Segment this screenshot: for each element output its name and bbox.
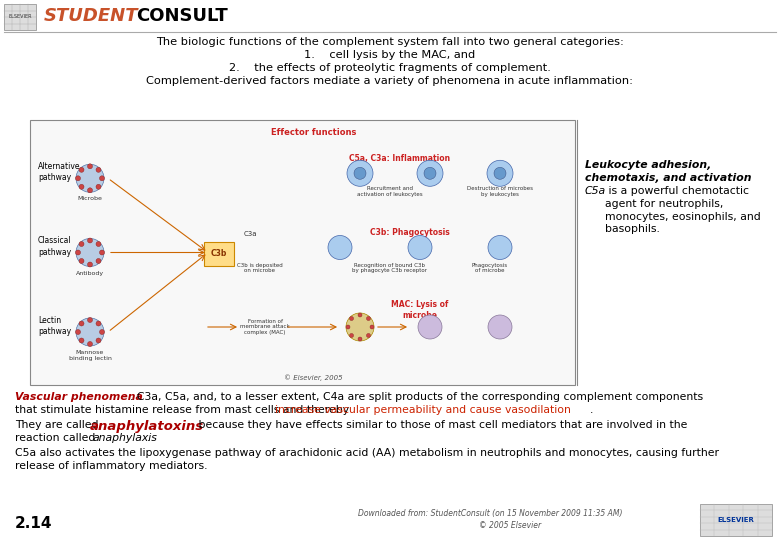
Circle shape <box>76 329 80 334</box>
Circle shape <box>494 167 506 179</box>
Text: Lectin
pathway: Lectin pathway <box>38 316 71 336</box>
Circle shape <box>418 315 442 339</box>
Circle shape <box>347 160 373 186</box>
Text: Effector functions: Effector functions <box>271 128 356 137</box>
Text: .: . <box>585 186 592 196</box>
Circle shape <box>76 250 80 255</box>
Circle shape <box>87 262 93 267</box>
FancyBboxPatch shape <box>204 241 234 266</box>
Text: © Elsevier, 2005: © Elsevier, 2005 <box>284 374 342 381</box>
Circle shape <box>358 313 362 317</box>
Text: reaction called: reaction called <box>15 433 99 443</box>
Circle shape <box>79 338 84 343</box>
Text: .: . <box>147 433 151 443</box>
Text: .: . <box>590 405 594 415</box>
Circle shape <box>367 316 370 321</box>
Text: anaphylatoxins: anaphylatoxins <box>90 420 204 433</box>
Text: 2.    the effects of proteolytic fragments of complement.: 2. the effects of proteolytic fragments … <box>229 63 551 73</box>
Circle shape <box>96 241 101 247</box>
Text: CONSULT: CONSULT <box>136 7 228 25</box>
Text: ELSEVIER: ELSEVIER <box>718 517 754 523</box>
Text: C5a, C3a: Inflammation: C5a, C3a: Inflammation <box>349 154 451 163</box>
Circle shape <box>79 184 84 190</box>
Text: Phagocytosis
of microbe: Phagocytosis of microbe <box>472 262 508 273</box>
Circle shape <box>349 316 353 321</box>
Circle shape <box>87 164 93 169</box>
Text: C5a: C5a <box>585 186 606 196</box>
Text: MAC: Lysis of
microbe: MAC: Lysis of microbe <box>392 300 448 320</box>
Circle shape <box>96 321 101 326</box>
Text: C3b: Phagocytosis: C3b: Phagocytosis <box>370 228 450 237</box>
Circle shape <box>79 259 84 264</box>
Circle shape <box>100 250 105 255</box>
Circle shape <box>100 176 105 181</box>
Circle shape <box>488 315 512 339</box>
Circle shape <box>87 238 93 243</box>
Text: Leukocyte adhesion,
chemotaxis, and activation: Leukocyte adhesion, chemotaxis, and acti… <box>585 160 751 183</box>
Circle shape <box>87 341 93 347</box>
Circle shape <box>76 176 80 181</box>
Text: They are called: They are called <box>15 420 102 430</box>
Circle shape <box>76 239 104 267</box>
Circle shape <box>346 325 350 329</box>
Circle shape <box>370 325 374 329</box>
Text: Complement-derived factors mediate a variety of phenomena in acute inflammation:: Complement-derived factors mediate a var… <box>147 76 633 86</box>
Text: because they have effects similar to those of mast cell mediators that are invol: because they have effects similar to tho… <box>195 420 687 430</box>
Text: 2.14: 2.14 <box>15 516 52 531</box>
FancyBboxPatch shape <box>4 4 36 30</box>
Text: release of inflammatory mediators.: release of inflammatory mediators. <box>15 461 207 471</box>
Circle shape <box>354 167 366 179</box>
Text: . C3a, C5a, and, to a lesser extent, C4a are split products of the corresponding: . C3a, C5a, and, to a lesser extent, C4a… <box>130 392 703 402</box>
Text: Recruitment and
activation of leukocytes: Recruitment and activation of leukocytes <box>357 186 423 197</box>
Circle shape <box>408 235 432 260</box>
Text: C5a also activates the lipoxygenase pathway of arachidonic acid (AA) metabolism : C5a also activates the lipoxygenase path… <box>15 448 719 458</box>
Text: C3b: C3b <box>211 249 227 258</box>
Text: C3a: C3a <box>243 232 257 238</box>
Circle shape <box>87 188 93 193</box>
Circle shape <box>424 167 436 179</box>
FancyBboxPatch shape <box>30 120 575 385</box>
Text: Microbe: Microbe <box>77 197 102 201</box>
Text: ELSEVIER: ELSEVIER <box>9 15 32 19</box>
Circle shape <box>76 164 104 192</box>
Text: Antibody: Antibody <box>76 271 104 275</box>
Text: STUDENT: STUDENT <box>44 7 139 25</box>
Circle shape <box>417 160 443 186</box>
Circle shape <box>76 318 104 346</box>
Text: Recognition of bound C3b
by phagocyte C3b receptor: Recognition of bound C3b by phagocyte C3… <box>353 262 427 273</box>
Text: Destruction of microbes
by leukocytes: Destruction of microbes by leukocytes <box>467 186 533 197</box>
Text: anaphylaxis: anaphylaxis <box>93 433 158 443</box>
Text: Mannose
binding lectin: Mannose binding lectin <box>69 350 112 361</box>
Circle shape <box>349 334 353 338</box>
Circle shape <box>358 337 362 341</box>
Text: C3b is deposited
on microbe: C3b is deposited on microbe <box>237 262 283 273</box>
Circle shape <box>488 235 512 260</box>
Circle shape <box>79 321 84 326</box>
Circle shape <box>367 334 370 338</box>
Circle shape <box>87 318 93 322</box>
Circle shape <box>96 259 101 264</box>
Circle shape <box>79 167 84 172</box>
Circle shape <box>79 241 84 247</box>
Text: Formation of
membrane attack
complex (MAC): Formation of membrane attack complex (MA… <box>240 319 290 335</box>
Text: 1.    cell lysis by the MAC, and: 1. cell lysis by the MAC, and <box>304 50 476 60</box>
Circle shape <box>96 167 101 172</box>
Text: Alternative
pathway: Alternative pathway <box>38 162 80 183</box>
Text: Downloaded from: StudentConsult (on 15 November 2009 11:35 AM): Downloaded from: StudentConsult (on 15 N… <box>358 509 622 518</box>
Text: that stimulate histamine release from mast cells and thereby: that stimulate histamine release from ma… <box>15 405 353 415</box>
Circle shape <box>487 160 513 186</box>
Text: Classical
pathway: Classical pathway <box>38 237 72 256</box>
Circle shape <box>328 235 352 260</box>
Circle shape <box>96 184 101 190</box>
FancyBboxPatch shape <box>700 504 772 536</box>
Circle shape <box>96 338 101 343</box>
Circle shape <box>346 313 374 341</box>
Text: is a powerful chemotactic
agent for neutrophils,
monocytes, eosinophils, and
bas: is a powerful chemotactic agent for neut… <box>605 186 760 234</box>
Text: Vascular phenomena: Vascular phenomena <box>15 392 143 402</box>
Circle shape <box>100 329 105 334</box>
Text: © 2005 Elsevier: © 2005 Elsevier <box>479 521 541 530</box>
Text: The biologic functions of the complement system fall into two general categories: The biologic functions of the complement… <box>156 37 624 47</box>
Text: increase vascular permeability and cause vasodilation: increase vascular permeability and cause… <box>275 405 571 415</box>
